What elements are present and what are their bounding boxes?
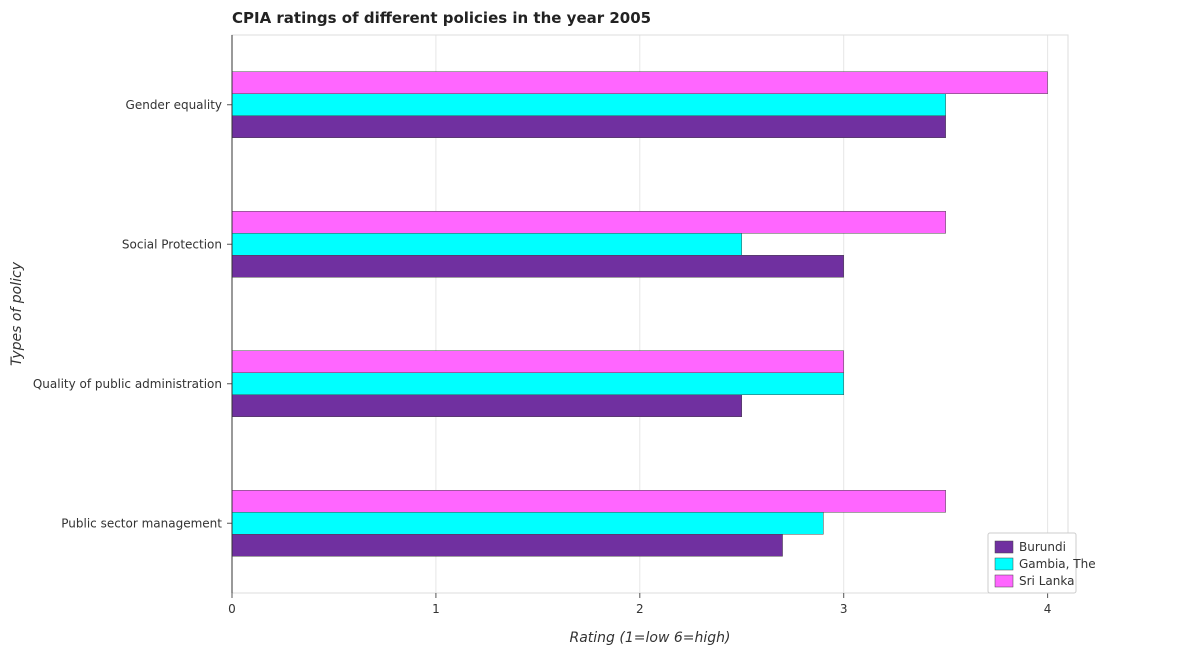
legend: Burundi Gambia, The Sri Lanka	[987, 532, 1096, 594]
bar-gambia-the-0	[231, 93, 946, 116]
x-axis-label: Rating (1=low 6=high)	[570, 630, 731, 646]
x-tick-label: 2	[636, 602, 644, 616]
bar-gambia-the-3	[231, 512, 824, 535]
legend-swatch	[994, 540, 1014, 554]
legend-label: Gambia, The	[1019, 557, 1096, 571]
x-tick-label: 3	[840, 602, 848, 616]
bar-sri-lanka-0	[231, 71, 1048, 94]
y-axis-label: Types of policy	[9, 261, 25, 366]
bar-sri-lanka-1	[231, 211, 946, 234]
bar-sri-lanka-2	[231, 350, 844, 373]
bars	[231, 71, 1048, 557]
x-tick-label: 4	[1044, 602, 1052, 616]
bar-gambia-the-2	[231, 372, 844, 395]
bar-sri-lanka-3	[231, 490, 946, 513]
legend-label: Sri Lanka	[1019, 574, 1074, 588]
bar-gambia-the-1	[231, 233, 743, 256]
bar-burundi-2	[231, 394, 743, 417]
legend-swatch	[994, 557, 1014, 571]
y-tick-label: Social Protection	[122, 237, 222, 251]
chart-title: CPIA ratings of different policies in th…	[232, 9, 651, 27]
y-tick-label: Gender equality	[126, 98, 222, 112]
x-ticks: 0 1 2 3 4	[228, 593, 1051, 616]
bar-burundi-0	[231, 115, 946, 138]
legend-swatch	[994, 574, 1014, 588]
y-ticks: Gender equality Social Protection Quality …	[33, 98, 232, 530]
legend-label: Burundi	[1019, 540, 1066, 554]
x-tick-label: 0	[228, 602, 236, 616]
y-tick-label: Public sector management	[61, 516, 222, 530]
bar-burundi-3	[231, 534, 783, 557]
x-tick-label: 1	[432, 602, 440, 616]
y-tick-label: Quality of public administration	[33, 377, 222, 391]
bar-burundi-1	[231, 255, 844, 278]
